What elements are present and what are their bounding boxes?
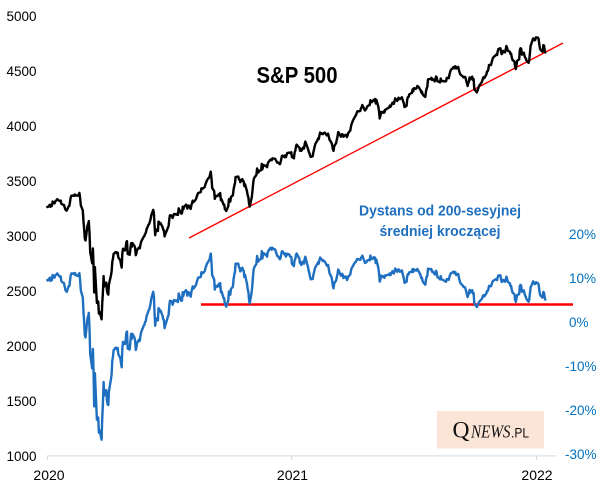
svg-text:3500: 3500: [6, 174, 36, 189]
svg-text:Dystans od 200-sesyjnej: Dystans od 200-sesyjnej: [359, 203, 521, 220]
svg-text:5000: 5000: [6, 9, 36, 24]
svg-text:2000: 2000: [6, 339, 36, 354]
svg-text:1500: 1500: [6, 394, 36, 409]
svg-text:2021: 2021: [277, 467, 308, 483]
svg-text:.PL: .PL: [511, 425, 529, 440]
svg-text:3000: 3000: [6, 229, 36, 244]
svg-text:20%: 20%: [569, 227, 596, 242]
svg-text:-30%: -30%: [565, 447, 597, 462]
svg-text:S&P 500: S&P 500: [257, 62, 338, 88]
svg-text:1000: 1000: [6, 449, 36, 464]
svg-text:4000: 4000: [6, 119, 36, 134]
svg-text:4500: 4500: [6, 64, 36, 79]
svg-text:0%: 0%: [569, 315, 589, 330]
svg-text:NEWS: NEWS: [470, 421, 511, 441]
svg-text:2022: 2022: [521, 467, 552, 483]
svg-text:10%: 10%: [569, 271, 596, 286]
svg-text:2020: 2020: [33, 467, 64, 483]
svg-text:średniej kroczącej: średniej kroczącej: [380, 223, 501, 240]
svg-text:2500: 2500: [6, 284, 36, 299]
svg-text:-20%: -20%: [565, 403, 597, 418]
svg-text:-10%: -10%: [565, 359, 597, 374]
svg-text:Q: Q: [453, 417, 470, 443]
